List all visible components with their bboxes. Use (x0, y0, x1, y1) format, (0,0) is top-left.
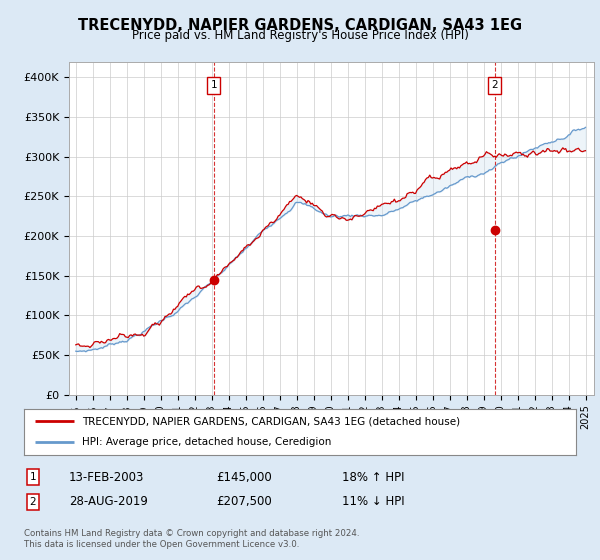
Text: TRECENYDD, NAPIER GARDENS, CARDIGAN, SA43 1EG (detached house): TRECENYDD, NAPIER GARDENS, CARDIGAN, SA4… (82, 416, 460, 426)
Text: Price paid vs. HM Land Registry's House Price Index (HPI): Price paid vs. HM Land Registry's House … (131, 29, 469, 42)
Text: 18% ↑ HPI: 18% ↑ HPI (342, 470, 404, 484)
Text: HPI: Average price, detached house, Ceredigion: HPI: Average price, detached house, Cere… (82, 437, 331, 447)
Text: 2: 2 (29, 497, 37, 507)
Text: 11% ↓ HPI: 11% ↓ HPI (342, 495, 404, 508)
Text: 13-FEB-2003: 13-FEB-2003 (69, 470, 145, 484)
Text: TRECENYDD, NAPIER GARDENS, CARDIGAN, SA43 1EG: TRECENYDD, NAPIER GARDENS, CARDIGAN, SA4… (78, 18, 522, 33)
Text: 2: 2 (491, 81, 498, 90)
Text: 1: 1 (211, 81, 217, 90)
Text: £145,000: £145,000 (216, 470, 272, 484)
Text: £207,500: £207,500 (216, 495, 272, 508)
Text: Contains HM Land Registry data © Crown copyright and database right 2024.
This d: Contains HM Land Registry data © Crown c… (24, 529, 359, 549)
Text: 28-AUG-2019: 28-AUG-2019 (69, 495, 148, 508)
Text: 1: 1 (29, 472, 37, 482)
